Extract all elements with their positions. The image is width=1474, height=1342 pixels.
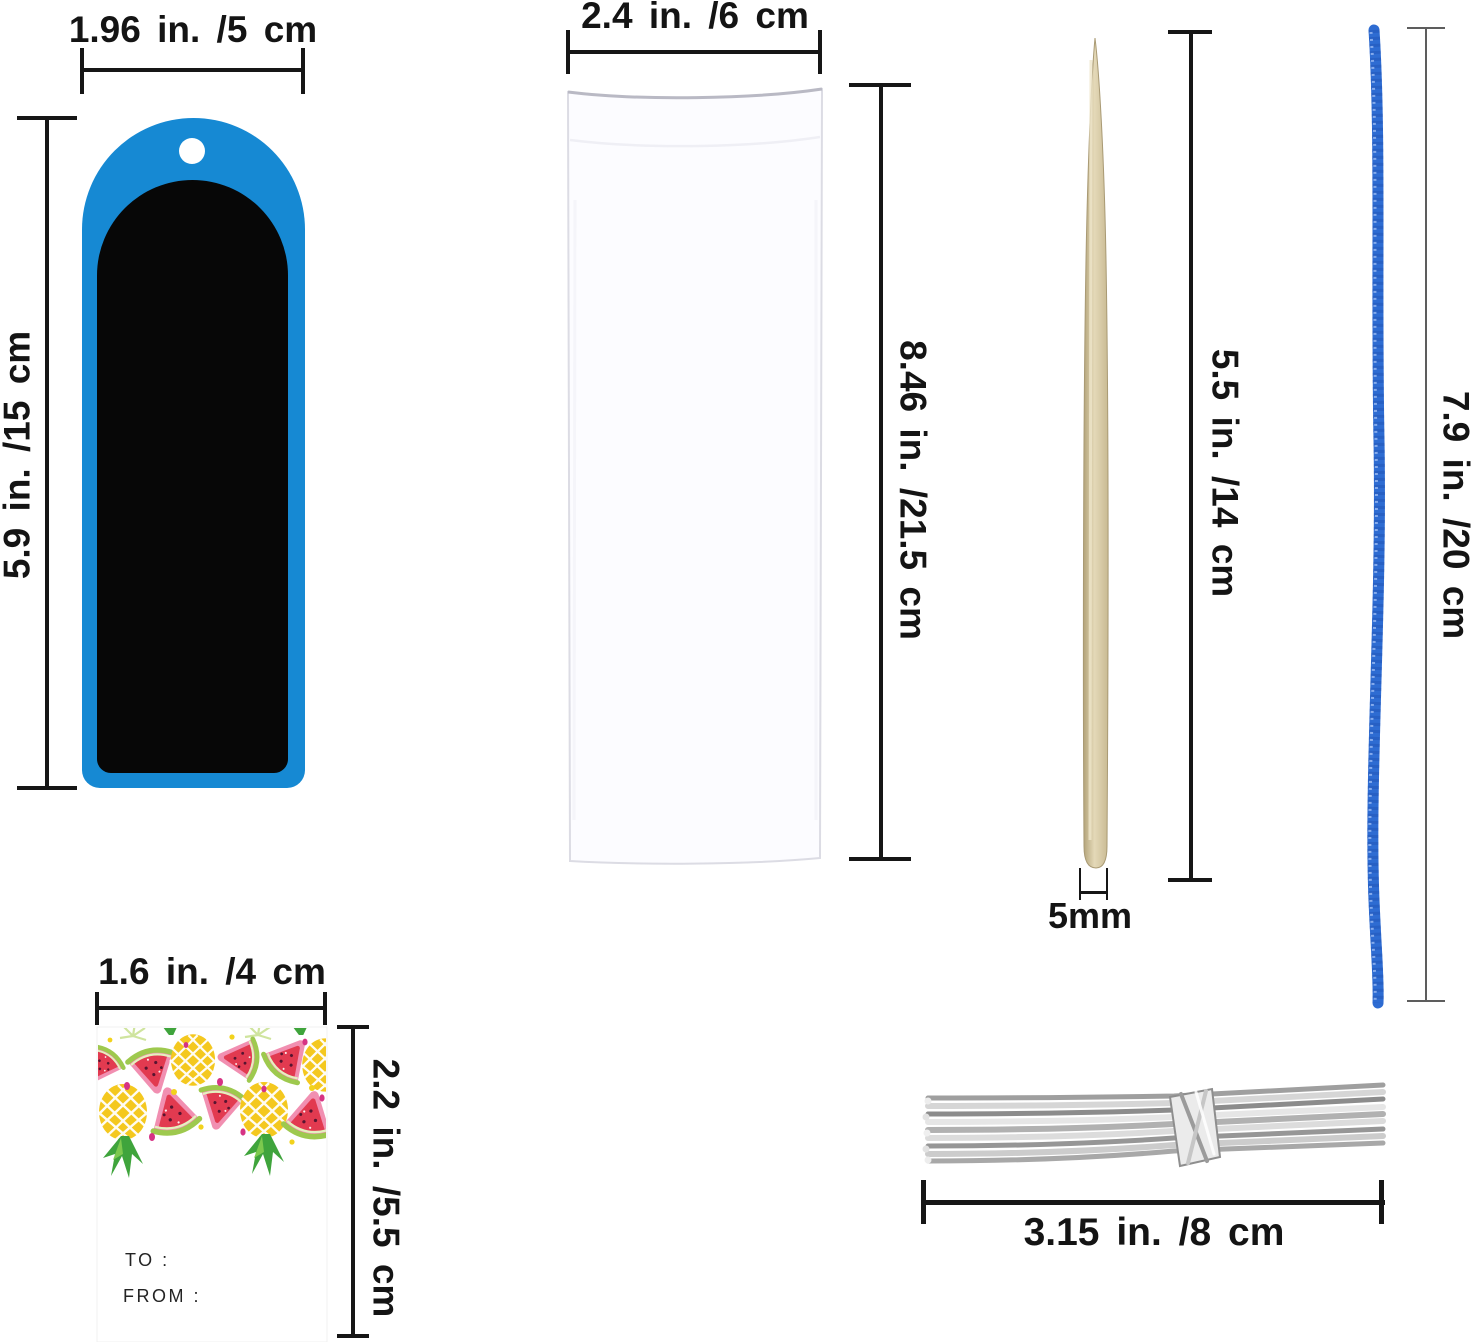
- dimension-tick: [337, 1025, 369, 1029]
- dimension-tick: [80, 48, 84, 94]
- bookmark-hole: [179, 138, 205, 164]
- dimension-tick: [1079, 868, 1081, 900]
- dimension-tick: [301, 48, 305, 94]
- dimension-tick: [17, 116, 77, 120]
- dimension-tick: [849, 857, 911, 861]
- cord-length-label: 7.9 in. /20 cm: [1435, 390, 1474, 640]
- bag-width-dimension-line: [568, 50, 822, 54]
- stick-height-label: 5.5 in. /14 cm: [1204, 348, 1246, 598]
- cord-image: [1367, 24, 1385, 1009]
- gift-tag-width-label: 1.6 in. /4 cm: [98, 951, 326, 992]
- bookmark-width-label: 1.96 in. /5 cm: [68, 9, 318, 50]
- bookmark-image: [82, 118, 305, 788]
- stick-diameter-dimension-line: [1079, 891, 1108, 894]
- dimension-tick: [1168, 30, 1212, 34]
- dimension-tick: [95, 992, 99, 1025]
- stick-diameter-label: 5mm: [1047, 895, 1133, 936]
- gift-tag-pattern: [98, 1028, 326, 1178]
- dimension-tick: [1379, 1180, 1384, 1224]
- bookmark-height-dimension-line: [45, 118, 49, 788]
- bag-height-dimension-line: [879, 85, 883, 861]
- dimension-tick: [337, 1334, 369, 1338]
- gift-tag-width-dimension-line: [97, 1006, 327, 1010]
- bag-image: [566, 87, 824, 865]
- gift-tag-height-label: 2.2 in. /5.5 cm: [365, 1058, 407, 1318]
- gift-tag-height-dimension-line: [351, 1027, 355, 1338]
- dimension-tick: [1407, 1000, 1445, 1002]
- bookmark-chalkboard-panel: [97, 180, 288, 773]
- dimension-tick: [921, 1180, 926, 1224]
- dimension-tick: [849, 83, 911, 87]
- dimension-tick: [1168, 878, 1212, 882]
- bag-height-label: 8.46 in. /21.5 cm: [892, 340, 934, 640]
- dimension-tick: [17, 786, 77, 790]
- gift-tag-from-label: FROM :: [123, 1286, 201, 1306]
- gift-tag-to-label: TO :: [125, 1250, 170, 1270]
- bag-width-label: 2.4 in. /6 cm: [581, 0, 809, 36]
- dimension-tick: [323, 992, 327, 1025]
- dimension-tick: [1407, 27, 1445, 29]
- twist-ties-width-dimension-line: [923, 1200, 1385, 1205]
- dimension-tick: [1106, 868, 1108, 900]
- twist-ties-image: [922, 1082, 1386, 1168]
- stick-height-dimension-line: [1189, 32, 1193, 880]
- bookmark-width-dimension-line: [82, 68, 305, 72]
- twist-ties-width-label: 3.15 in. /8 cm: [1023, 1211, 1285, 1254]
- stick-image: [1082, 37, 1109, 869]
- cord-length-dimension-line: [1425, 28, 1427, 1002]
- bookmark-height-label: 5.9 in. /15 cm: [0, 330, 38, 580]
- dimension-tick: [566, 30, 570, 74]
- dimension-tick: [818, 30, 822, 74]
